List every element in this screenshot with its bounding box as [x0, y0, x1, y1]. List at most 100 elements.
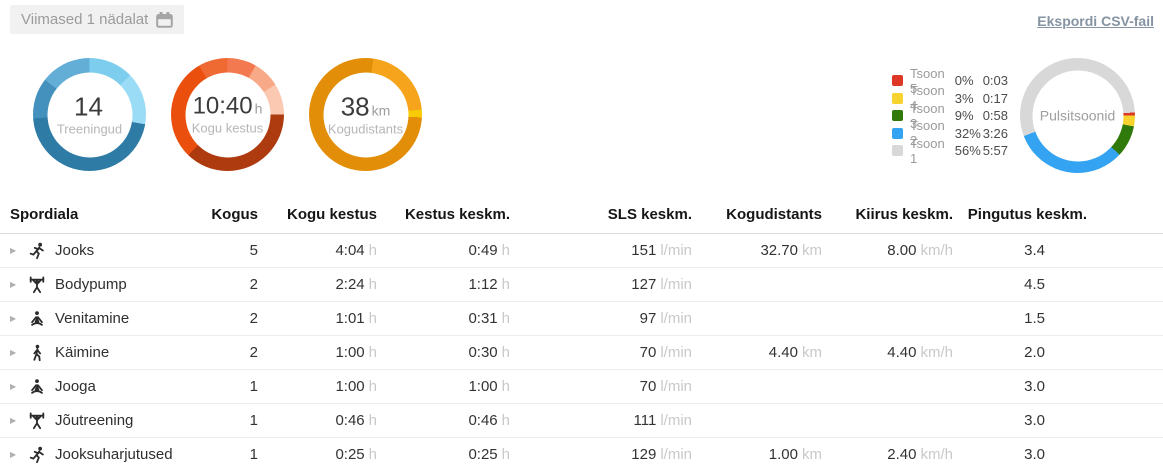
column-header-kogu-kestus[interactable]: Kogu kestus — [258, 198, 377, 234]
table-cell — [692, 267, 822, 302]
unit-label: l/min — [660, 276, 692, 293]
unit-label: km — [802, 344, 822, 361]
table-cell: 0:49 h — [377, 233, 510, 268]
table-cell — [822, 301, 953, 336]
zone-time: 0:17 — [982, 90, 1008, 106]
unit-label: l/min — [660, 242, 692, 259]
column-header-kestus-keskm[interactable]: Kestus keskm. — [377, 198, 510, 234]
table-cell — [822, 369, 953, 404]
calendar-icon — [156, 11, 174, 28]
table-row[interactable]: ▶ Venitamine 2 1:01 h 0:31 h 97 l/min 1.5 — [0, 301, 1163, 336]
unit-label: l/min — [660, 310, 692, 327]
table-cell: 4.40 km — [692, 335, 822, 370]
zone-percent: 9% — [954, 108, 974, 123]
pulse-zones-label: Pulsitsoonid — [1039, 107, 1116, 124]
expand-caret-icon[interactable]: ▶ — [10, 348, 17, 357]
table-cell: 1:01 h — [258, 301, 377, 336]
zone-percent: 0% — [954, 73, 974, 88]
expand-caret-icon[interactable]: ▶ — [10, 450, 17, 459]
zone-label: Tsoon 2 — [910, 118, 945, 148]
unit-label: km/h — [920, 446, 953, 463]
table-cell: 32.70 km — [692, 233, 822, 268]
total-distance-donut-center: 38 km Kogudistants — [323, 72, 408, 157]
unit-label: l/min — [660, 446, 692, 463]
sport-name: Jooga — [55, 378, 96, 395]
unit-label: l/min — [660, 344, 692, 361]
table-row[interactable]: ▶ Jooga 1 1:00 h 1:00 h 70 l/min 3.0 — [0, 369, 1163, 404]
column-header-pingutus-keskm[interactable]: Pingutus keskm. — [953, 198, 1163, 234]
unit-label: h — [501, 242, 510, 259]
expand-caret-icon[interactable]: ▶ — [10, 416, 17, 425]
pulse-zone-legend-item: Tsoon 2 32% 3:26 — [892, 118, 1008, 148]
unit-label: h — [368, 242, 377, 259]
table-body: ▶ Jooks 5 4:04 h 0:49 h 151 l/min 32.70 km 8.00 km/h… — [0, 233, 1163, 467]
table-cell: 0:46 h — [258, 403, 377, 438]
column-header-kiirus-keskm[interactable]: Kiirus keskm. — [822, 198, 953, 234]
table-cell: 0:25 h — [377, 437, 510, 467]
total-duration-donut-chart: 10:40 h Kogu kestus — [171, 58, 284, 171]
zone-percent: 32% — [954, 125, 981, 141]
sport-name: Jooksuharjutused — [55, 446, 173, 463]
pulse-zones-donut-center: Pulsitsoonid — [1032, 70, 1123, 161]
table-cell: 1:00 h — [377, 369, 510, 404]
table-cell: 8.00 km/h — [822, 233, 953, 268]
walking-icon — [28, 344, 46, 362]
strength-icon — [28, 411, 46, 430]
yoga-icon — [28, 378, 46, 396]
unit-label: h — [501, 276, 510, 293]
table-row[interactable]: ▶ Jooksuharjutused 1 0:25 h 0:25 h 129 l/min 1.00… — [0, 437, 1163, 467]
zone-label: Tsoon 3 — [910, 100, 945, 131]
unit-label: h — [368, 344, 377, 361]
sport-name: Jõutreening — [55, 412, 134, 429]
zone-time: 3:26 — [982, 125, 1008, 141]
table-cell: 2:24 h — [258, 267, 377, 302]
table-row[interactable]: ▶ Käimine 2 1:00 h 0:30 h 70 l/min 4.40 km 4.40 km/h… — [0, 335, 1163, 370]
expand-caret-icon[interactable]: ▶ — [10, 314, 17, 323]
table-cell: 4:04 h — [258, 233, 377, 268]
table-cell: 70 l/min — [510, 369, 692, 404]
pulse-zones-legend: Tsoon 5 0% 0:03 Tsoon 4 3% 0:17 Tsoon 3 9% 0:58 T… — [892, 66, 1008, 166]
table-cell: 0:31 h — [377, 301, 510, 336]
column-header-sls-keskm[interactable]: SLS keskm. — [510, 198, 692, 234]
unit-label: h — [368, 276, 377, 293]
table-cell: 4.5 — [953, 267, 1163, 302]
zone-label: Tsoon 4 — [910, 83, 945, 113]
unit-label: km — [802, 242, 822, 259]
trainings-donut-chart: 14 Treeningud — [33, 58, 146, 171]
unit-label: h — [368, 378, 377, 395]
sport-name: Jooks — [55, 242, 95, 259]
table-row[interactable]: ▶ Bodypump 2 2:24 h 1:12 h 127 l/min 4.5 — [0, 267, 1163, 302]
unit-label: km — [802, 446, 822, 463]
unit-label: h — [501, 446, 510, 463]
table-row[interactable]: ▶ Jooks 5 4:04 h 0:49 h 151 l/min 32.70 km 8.00 km/h… — [0, 233, 1163, 268]
table-cell: 0:30 h — [377, 335, 510, 370]
column-header-kogus[interactable]: Kogus — [190, 198, 258, 234]
table-cell: 1:00 h — [258, 335, 377, 370]
running-drills-icon — [28, 446, 46, 464]
sport-name: Käimine — [55, 344, 110, 361]
table-cell: 1 — [190, 437, 258, 467]
table-cell — [822, 267, 953, 302]
pulse-zones-donut-chart: Pulsitsoonid — [1020, 58, 1135, 173]
date-range-filter[interactable]: Viimased 1 nädalat — [10, 5, 185, 34]
column-header-spordiala[interactable]: Spordiala — [0, 198, 190, 234]
zone-color-swatch — [892, 92, 903, 104]
table-cell: 3.0 — [953, 369, 1163, 404]
export-csv-link[interactable]: Ekspordi CSV-fail — [1037, 13, 1154, 29]
total-duration-label: Kogu kestus — [191, 120, 264, 136]
pulse-zone-legend-item: Tsoon 4 3% 0:17 — [892, 83, 1008, 113]
zone-label: Tsoon 1 — [910, 135, 945, 166]
unit-label: l/min — [660, 378, 692, 395]
expand-caret-icon[interactable]: ▶ — [10, 280, 17, 289]
sport-name: Bodypump — [55, 276, 127, 293]
unit-label: l/min — [660, 412, 692, 429]
table-cell: 1:00 h — [258, 369, 377, 404]
table-cell: 0:25 h — [258, 437, 377, 467]
table-cell: 2 — [190, 335, 258, 370]
column-header-kogudistants[interactable]: Kogudistants — [692, 198, 822, 234]
sports-summary-table: Spordiala Kogus Kogu kestus Kestus keskm. SL… — [0, 198, 1163, 467]
table-cell: 1.5 — [953, 301, 1163, 336]
expand-caret-icon[interactable]: ▶ — [10, 246, 17, 255]
expand-caret-icon[interactable]: ▶ — [10, 382, 17, 391]
table-row[interactable]: ▶ Jõutreening 1 0:46 h 0:46 h 111 l/min 3.0 — [0, 403, 1163, 438]
